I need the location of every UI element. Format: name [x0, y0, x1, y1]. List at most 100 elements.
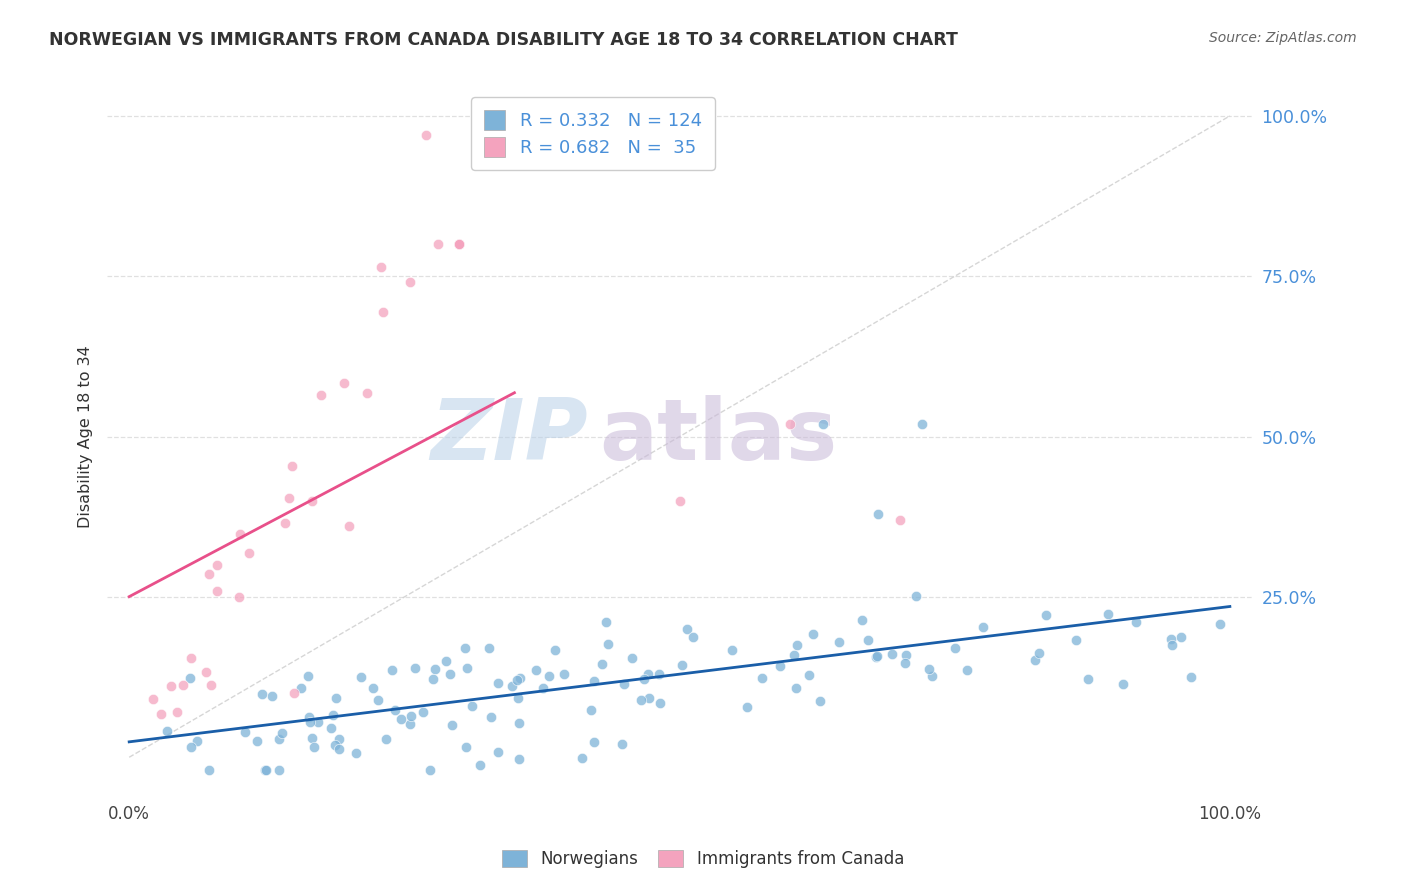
Point [893, 657, 915, 671]
Point [865, 649, 887, 664]
Point [150, 707, 173, 722]
Point [596, 637, 619, 651]
Point [1035, 608, 1057, 623]
Point [356, 385, 378, 400]
Point [399, 709, 422, 723]
Point [449, 237, 471, 252]
Point [323, 739, 346, 753]
Point [371, 304, 394, 318]
Point [1077, 672, 1099, 686]
Point [1160, 632, 1182, 646]
Point [254, 763, 277, 777]
Point [262, 690, 284, 704]
Legend: R = 0.332   N = 124, R = 0.682   N =  35: R = 0.332 N = 124, R = 0.682 N = 35 [471, 97, 714, 169]
Point [638, 690, 661, 705]
Point [637, 667, 659, 681]
Point [422, 672, 444, 686]
Point [399, 716, 422, 731]
Point [298, 710, 321, 724]
Point [1064, 632, 1087, 647]
Point [449, 237, 471, 252]
Point [856, 632, 879, 647]
Point [595, 615, 617, 629]
Point [889, 513, 911, 527]
Point [381, 663, 404, 677]
Text: Source: ZipAtlas.com: Source: ZipAtlas.com [1209, 31, 1357, 45]
Point [449, 237, 471, 252]
Point [399, 275, 422, 289]
Point [894, 648, 917, 662]
Point [613, 677, 636, 691]
Point [246, 733, 269, 747]
Point [370, 260, 392, 275]
Point [501, 679, 523, 693]
Point [671, 658, 693, 673]
Point [423, 662, 446, 676]
Point [180, 651, 202, 665]
Point [238, 546, 260, 560]
Point [583, 735, 606, 749]
Point [769, 659, 792, 673]
Point [943, 641, 966, 656]
Point [486, 745, 509, 759]
Point [328, 732, 350, 747]
Point [801, 627, 824, 641]
Point [682, 630, 704, 644]
Point [783, 648, 806, 662]
Point [866, 507, 889, 521]
Point [1024, 653, 1046, 667]
Point [610, 737, 633, 751]
Point [786, 638, 808, 652]
Point [571, 751, 593, 765]
Point [668, 493, 690, 508]
Point [233, 724, 256, 739]
Point [449, 237, 471, 252]
Point [375, 731, 398, 746]
Point [283, 686, 305, 700]
Point [325, 691, 347, 706]
Point [361, 681, 384, 696]
Point [468, 758, 491, 772]
Point [633, 672, 655, 686]
Text: atlas: atlas [599, 395, 838, 478]
Text: NORWEGIAN VS IMMIGRANTS FROM CANADA DISABILITY AGE 18 TO 34 CORRELATION CHART: NORWEGIAN VS IMMIGRANTS FROM CANADA DISA… [49, 31, 957, 49]
Point [508, 716, 530, 731]
Point [179, 672, 201, 686]
Point [508, 752, 530, 766]
Point [172, 678, 194, 692]
Point [630, 693, 652, 707]
Point [972, 619, 994, 633]
Point [280, 458, 302, 473]
Point [506, 673, 529, 687]
Point [207, 558, 229, 572]
Point [799, 668, 821, 682]
Point [720, 643, 742, 657]
Point [228, 590, 250, 604]
Point [851, 613, 873, 627]
Point [333, 376, 356, 390]
Point [676, 622, 699, 636]
Point [344, 747, 367, 761]
Point [155, 724, 177, 739]
Point [297, 669, 319, 683]
Point [198, 763, 221, 777]
Point [1125, 615, 1147, 629]
Point [737, 699, 759, 714]
Point [322, 708, 344, 723]
Point [880, 647, 903, 661]
Point [454, 740, 477, 755]
Point [1160, 638, 1182, 652]
Point [269, 731, 291, 746]
Point [1097, 607, 1119, 621]
Point [648, 666, 671, 681]
Point [253, 763, 276, 777]
Point [267, 763, 290, 777]
Point [309, 388, 332, 402]
Point [454, 640, 477, 655]
Point [384, 703, 406, 717]
Point [278, 491, 301, 506]
Point [337, 519, 360, 533]
Point [270, 725, 292, 739]
Point [195, 665, 218, 680]
Point [252, 686, 274, 700]
